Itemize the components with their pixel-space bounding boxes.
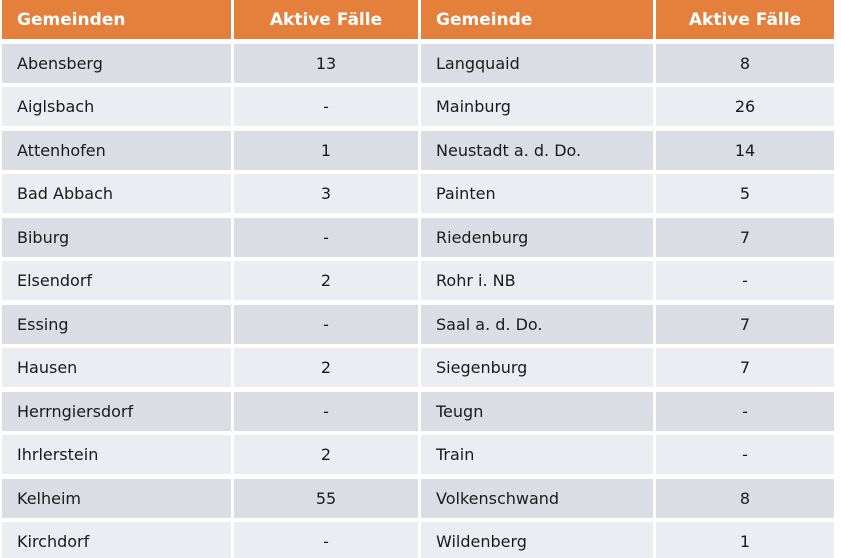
municipality-cell: Essing bbox=[2, 304, 231, 344]
column-header-gemeinden: Gemeinden bbox=[2, 0, 231, 39]
active-cases-cell: - bbox=[234, 87, 418, 126]
active-cases-cell: - bbox=[234, 522, 418, 558]
municipality-cell: Kelheim bbox=[2, 478, 231, 518]
municipality-cell: Kirchdorf bbox=[2, 522, 231, 558]
municipality-cell: Elsendorf bbox=[2, 261, 231, 300]
active-cases-cell: - bbox=[234, 391, 418, 431]
active-cases-cell: - bbox=[234, 304, 418, 344]
active-cases-cell: 2 bbox=[234, 348, 418, 387]
municipality-cell: Teugn bbox=[421, 391, 653, 431]
active-cases-cell: 7 bbox=[656, 348, 834, 387]
active-cases-cell: - bbox=[656, 391, 834, 431]
active-cases-cell: 7 bbox=[656, 217, 834, 257]
active-cases-cell: 8 bbox=[656, 478, 834, 518]
municipality-cell: Saal a. d. Do. bbox=[421, 304, 653, 344]
column-header-aktive-faelle-right: Aktive Fälle bbox=[656, 0, 834, 39]
municipality-cell: Train bbox=[421, 435, 653, 474]
municipality-cell: Langquaid bbox=[421, 43, 653, 83]
active-cases-cell: 13 bbox=[234, 43, 418, 83]
active-cases-cell: 7 bbox=[656, 304, 834, 344]
active-cases-cell: 14 bbox=[656, 130, 834, 170]
active-cases-cell: 2 bbox=[234, 435, 418, 474]
municipality-cell: Biburg bbox=[2, 217, 231, 257]
municipality-cell: Volkenschwand bbox=[421, 478, 653, 518]
municipality-cell: Rohr i. NB bbox=[421, 261, 653, 300]
municipality-cell: Wildenberg bbox=[421, 522, 653, 558]
municipality-cell: Herrngiersdorf bbox=[2, 391, 231, 431]
active-cases-cell: 3 bbox=[234, 174, 418, 213]
active-cases-cell: 1 bbox=[234, 130, 418, 170]
municipality-cell: Neustadt a. d. Do. bbox=[421, 130, 653, 170]
municipality-cell: Siegenburg bbox=[421, 348, 653, 387]
active-cases-cell: - bbox=[656, 435, 834, 474]
municipality-cell: Attenhofen bbox=[2, 130, 231, 170]
active-cases-cell: 5 bbox=[656, 174, 834, 213]
municipality-cell: Mainburg bbox=[421, 87, 653, 126]
municipality-cell: Aiglsbach bbox=[2, 87, 231, 126]
active-cases-cell: 26 bbox=[656, 87, 834, 126]
column-header-aktive-faelle-left: Aktive Fälle bbox=[234, 0, 418, 39]
municipality-cell: Ihrlerstein bbox=[2, 435, 231, 474]
municipality-cell: Bad Abbach bbox=[2, 174, 231, 213]
municipality-cell: Abensberg bbox=[2, 43, 231, 83]
active-cases-cell: 2 bbox=[234, 261, 418, 300]
active-cases-cell: 55 bbox=[234, 478, 418, 518]
active-cases-cell: - bbox=[234, 217, 418, 257]
active-cases-cell: 8 bbox=[656, 43, 834, 83]
municipality-cell: Painten bbox=[421, 174, 653, 213]
municipality-cell: Hausen bbox=[2, 348, 231, 387]
active-cases-cell: - bbox=[656, 261, 834, 300]
column-header-gemeinde: Gemeinde bbox=[421, 0, 653, 39]
municipality-cell: Riedenburg bbox=[421, 217, 653, 257]
active-cases-cell: 1 bbox=[656, 522, 834, 558]
